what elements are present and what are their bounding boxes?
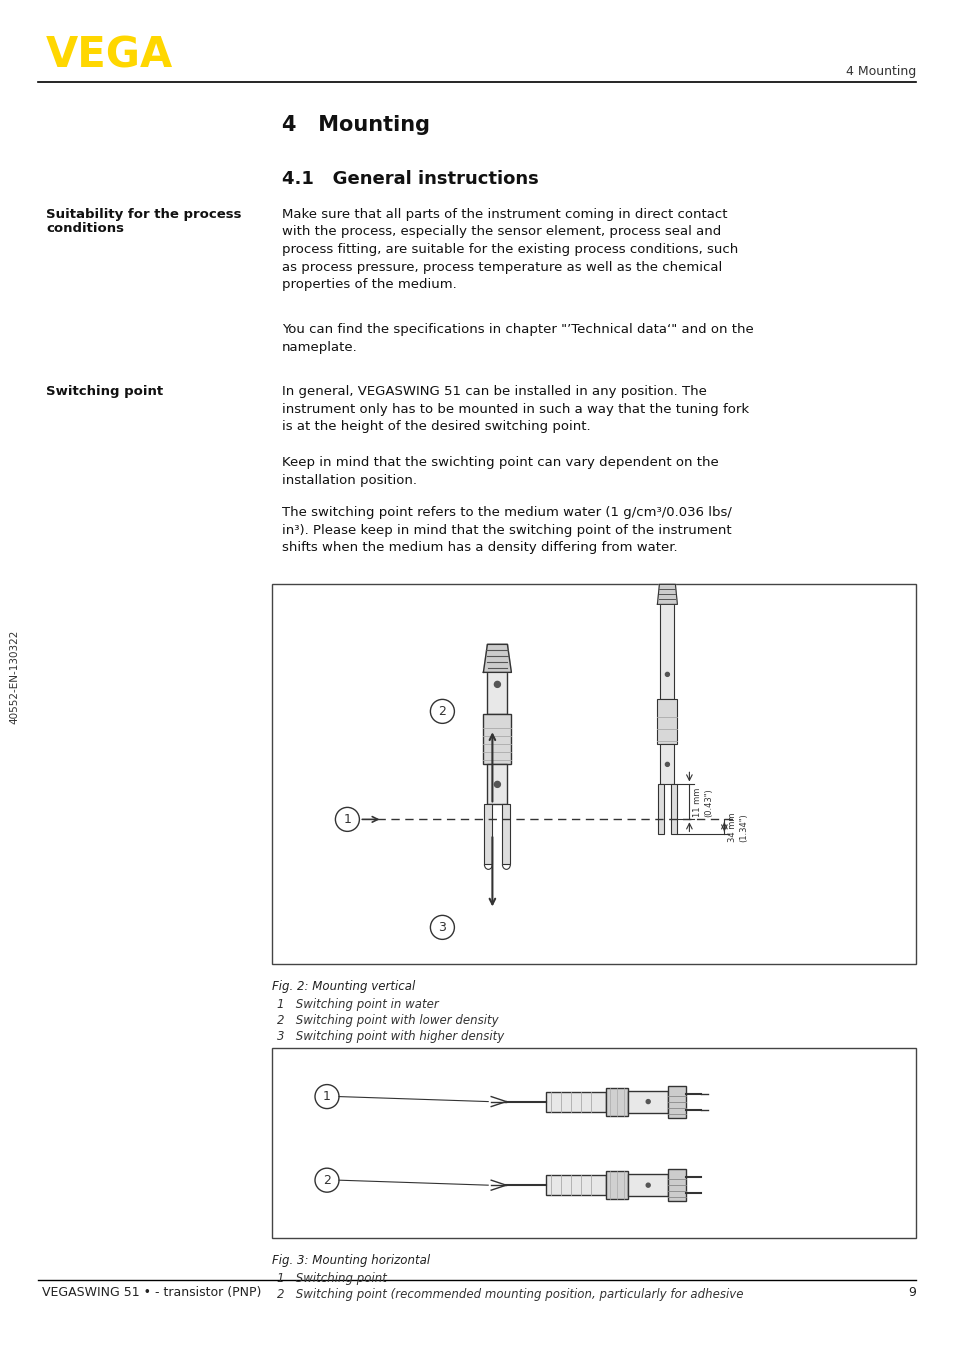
Bar	[272, 1048, 915, 1239]
Bar	[605, 1171, 627, 1200]
Bar	[502, 804, 510, 864]
Bar	[670, 784, 677, 834]
Text: VEGA: VEGA	[46, 34, 173, 76]
Text: 2   Switching point with lower density: 2 Switching point with lower density	[276, 1014, 498, 1028]
Text: Make sure that all parts of the instrument coming in direct contact
with the pro: Make sure that all parts of the instrume…	[282, 209, 738, 291]
Circle shape	[645, 1183, 650, 1187]
Text: 1   Switching point in water: 1 Switching point in water	[276, 998, 438, 1011]
Bar	[658, 784, 663, 834]
Text: In general, VEGASWING 51 can be installed in any position. The
instrument only h: In general, VEGASWING 51 can be installe…	[282, 385, 748, 433]
Text: Suitability for the process: Suitability for the process	[46, 209, 241, 221]
Text: 1: 1	[343, 812, 351, 826]
Text: 11 mm
(0.43"): 11 mm (0.43")	[693, 787, 712, 816]
Bar	[627, 1090, 667, 1113]
Bar	[483, 715, 511, 765]
Circle shape	[494, 781, 500, 788]
Text: 4.1   General instructions: 4.1 General instructions	[282, 171, 538, 188]
Bar	[484, 804, 492, 864]
Bar	[657, 700, 677, 745]
Bar	[667, 1086, 685, 1117]
Text: 4 Mounting: 4 Mounting	[845, 65, 915, 79]
Text: Keep in mind that the swichting point can vary dependent on the
installation pos: Keep in mind that the swichting point ca…	[282, 456, 718, 486]
Bar	[546, 1175, 605, 1196]
Bar	[627, 1174, 667, 1196]
Text: Fig. 3: Mounting horizontal: Fig. 3: Mounting horizontal	[272, 1254, 430, 1267]
Polygon shape	[657, 585, 677, 604]
Text: 1   Switching point: 1 Switching point	[276, 1273, 387, 1285]
Bar	[487, 765, 507, 804]
Bar	[605, 1087, 627, 1116]
Polygon shape	[483, 645, 511, 673]
Text: 2   Switching point (recommended mounting position, particularly for adhesive: 2 Switching point (recommended mounting …	[276, 1289, 742, 1301]
Bar	[546, 1091, 605, 1112]
Bar	[487, 645, 507, 715]
Circle shape	[645, 1099, 650, 1104]
Text: conditions: conditions	[46, 222, 124, 236]
Bar	[667, 1169, 685, 1201]
Text: 40552-EN-130322: 40552-EN-130322	[9, 630, 19, 724]
Text: 1: 1	[323, 1090, 331, 1104]
Bar	[659, 585, 674, 700]
Text: 34 mm
(1.34"): 34 mm (1.34")	[728, 812, 747, 842]
Text: 4   Mounting: 4 Mounting	[282, 115, 430, 135]
Text: 2: 2	[323, 1174, 331, 1186]
Text: VEGASWING 51 • - transistor (PNP): VEGASWING 51 • - transistor (PNP)	[42, 1286, 261, 1298]
Text: 3: 3	[438, 921, 446, 934]
Text: You can find the specifications in chapter "’Technical data‘" and on the
namepla: You can find the specifications in chapt…	[282, 324, 753, 353]
Text: 3   Switching point with higher density: 3 Switching point with higher density	[276, 1030, 504, 1044]
Text: Switching point: Switching point	[46, 385, 163, 398]
Bar	[272, 585, 915, 964]
Circle shape	[664, 673, 669, 677]
Circle shape	[494, 681, 500, 688]
Circle shape	[664, 762, 669, 766]
Text: Fig. 2: Mounting vertical: Fig. 2: Mounting vertical	[272, 980, 415, 994]
Text: 2: 2	[438, 705, 446, 718]
Text: The switching point refers to the medium water (1 g/cm³/0.036 lbs/
in³). Please : The switching point refers to the medium…	[282, 506, 731, 554]
Bar	[659, 745, 674, 784]
Text: 9: 9	[907, 1286, 915, 1298]
